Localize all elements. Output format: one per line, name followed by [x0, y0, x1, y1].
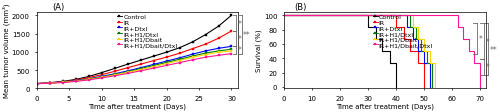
X-axis label: Time after treatment (Days): Time after treatment (Days)	[88, 103, 186, 109]
Text: *: *	[479, 35, 482, 44]
Text: **: **	[243, 31, 251, 40]
Text: *: *	[238, 19, 241, 28]
Text: *: *	[486, 63, 490, 72]
Text: (A): (A)	[52, 3, 65, 12]
Y-axis label: Survival (%): Survival (%)	[256, 29, 262, 72]
Text: *: *	[238, 46, 241, 55]
Text: *: *	[238, 35, 241, 44]
Text: (B): (B)	[294, 3, 306, 12]
Legend: Control, IR, IR+Dtxl, IR+H1/Dtxl, IR+H1/Dbait, IR+H1/Dbait/Dtxl: Control, IR, IR+Dtxl, IR+H1/Dtxl, IR+H1/…	[116, 14, 178, 49]
Legend: Control, IR, IR+Dtxl, IR+H1/Dtxl, IR+H1/Dbait, IR+H1/Dbait/Dtxl: Control, IR, IR+Dtxl, IR+H1/Dtxl, IR+H1/…	[372, 14, 434, 49]
Y-axis label: Mean tumor volume (mm³): Mean tumor volume (mm³)	[3, 4, 10, 97]
X-axis label: Time after treatment (Days): Time after treatment (Days)	[336, 103, 434, 109]
Text: *: *	[486, 37, 490, 46]
Text: **: **	[490, 45, 498, 54]
